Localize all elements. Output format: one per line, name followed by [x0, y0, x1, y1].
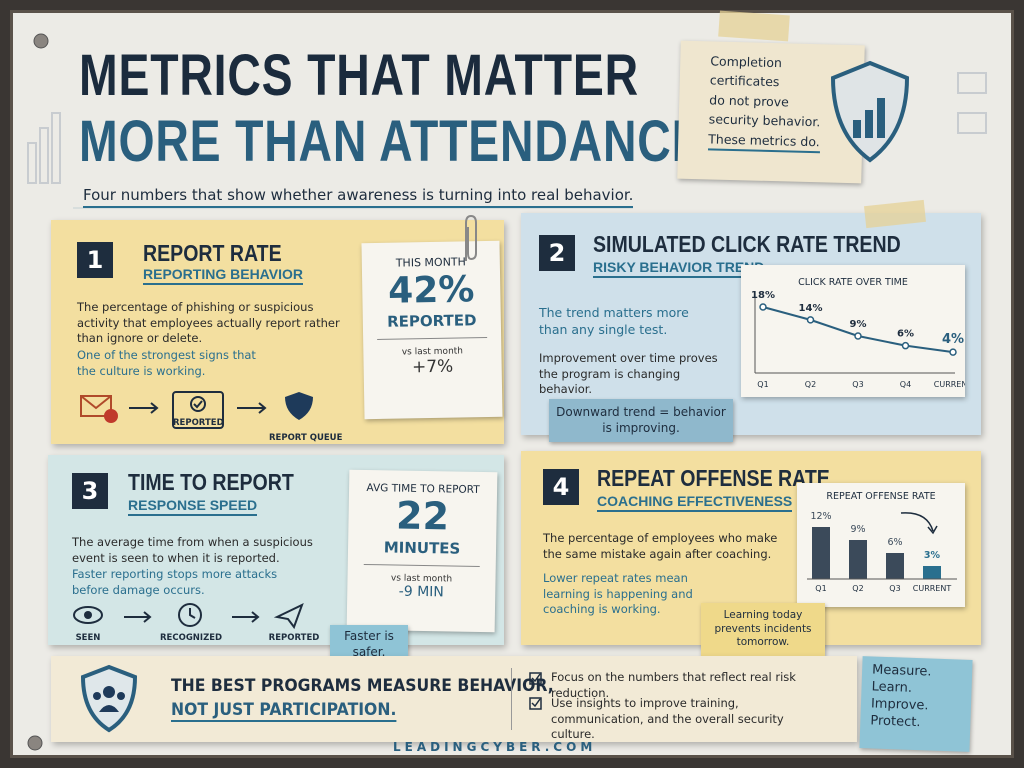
- sticky-note: Measure. Learn. Improve. Protect.: [859, 656, 973, 752]
- bullet: Use insights to improve training, commun…: [551, 696, 784, 742]
- point: [854, 332, 862, 340]
- card-title: REPORT RATE: [143, 240, 282, 266]
- sticky-note: Learning today prevents incidents tomorr…: [701, 603, 825, 656]
- bar: [849, 540, 867, 579]
- stat-change: -9 MIN: [398, 583, 444, 601]
- value-label: 18%: [751, 290, 775, 301]
- card-body: The average time from when a suspicious …: [72, 535, 313, 565]
- value-label: 9%: [850, 319, 867, 330]
- card-subtitle: RESPONSE SPEED: [128, 497, 258, 516]
- stat-panel: THIS MONTH 42% REPORTED vs last month +7…: [361, 240, 503, 420]
- bar: [923, 566, 941, 579]
- x-label: Q2: [805, 380, 816, 389]
- tape: [718, 10, 790, 42]
- value-label: 4%: [942, 332, 964, 347]
- card-number: 2: [539, 235, 575, 271]
- banner-line1: THE BEST PROGRAMS MEASURE BEHAVIOR,: [171, 676, 554, 696]
- card-highlight: Improvement over time proves the program…: [539, 351, 718, 397]
- bullet: Focus on the numbers that reflect real r…: [551, 670, 796, 700]
- board: METRICS THAT MATTER MORE THAN ATTENDANCE…: [10, 10, 1014, 758]
- card-body: The percentage of phishing or suspicious…: [77, 300, 340, 346]
- bar: [886, 553, 904, 579]
- title-line1: METRICS THAT MATTER: [79, 43, 639, 108]
- value-label: 6%: [897, 329, 914, 340]
- card-highlight: Faster reporting stops more attacks befo…: [72, 567, 278, 597]
- value-label: 12%: [810, 511, 831, 522]
- divider: [511, 668, 512, 730]
- subtitle: Four numbers that show whether awareness…: [83, 186, 634, 208]
- decorations: [27, 33, 987, 751]
- flow-label: REPORTED: [173, 418, 224, 428]
- title-line2: MORE THAN ATTENDANCE: [79, 109, 704, 174]
- footer-banner: THE BEST PROGRAMS MEASURE BEHAVIOR, NOT …: [51, 656, 857, 742]
- flow-icons: [73, 603, 304, 630]
- shield-icon: [830, 60, 910, 163]
- flow-label: SEEN: [75, 633, 101, 643]
- flow-icons: [80, 391, 313, 429]
- x-label: Q3: [852, 380, 863, 389]
- x-label: Q3: [889, 584, 900, 593]
- stat-value: 42%: [387, 269, 475, 312]
- point: [759, 303, 767, 311]
- value-label: 14%: [799, 303, 823, 314]
- team-shield: [80, 664, 138, 733]
- bar-chart: REPEAT OFFENSE RATE 12% Q1 9% Q2 6% Q3 3% CURREN…: [807, 491, 957, 593]
- x-label: Q1: [757, 380, 768, 389]
- x-label: CURRENT: [934, 380, 965, 389]
- card-1: 1 REPORT RATE REPORTING BEHAVIOR The per…: [51, 220, 504, 444]
- chart-title: REPEAT OFFENSE RATE: [826, 491, 935, 502]
- point: [901, 341, 910, 350]
- stat-value: 22: [395, 493, 450, 539]
- card-2: 2 SIMULATED CLICK RATE TREND RISKY BEHAV…: [521, 213, 981, 443]
- stat-panel: AVG TIME TO REPORT 22 MINUTES vs last mo…: [346, 469, 498, 633]
- x-label: CURRENT: [913, 584, 952, 593]
- x-label: Q1: [815, 584, 826, 593]
- card-3: 3 TIME TO REPORT RESPONSE SPEED The aver…: [48, 455, 504, 665]
- card-subtitle: RISKY BEHAVIOR TREND: [593, 259, 765, 278]
- point: [949, 348, 957, 356]
- card-4: 4 REPEAT OFFENSE RATE COACHING EFFECTIVE…: [521, 451, 981, 656]
- card-title: SIMULATED CLICK RATE TREND: [593, 231, 901, 257]
- flow-label: RECOGNIZED: [160, 633, 223, 643]
- chart-panel: CLICK RATE OVER TIME 18% Q1 14% Q2 9% Q3 6% Q4 4%…: [741, 265, 972, 397]
- card-highlight: One of the strongest signs that the cult…: [77, 348, 256, 378]
- paperclip: [465, 214, 477, 261]
- bar: [812, 527, 830, 579]
- checkboxes: [529, 672, 542, 710]
- flow-label: REPORT QUEUE: [269, 433, 343, 443]
- card-number: 1: [77, 242, 113, 278]
- card-subtitle: COACHING EFFECTIVENESS: [597, 493, 793, 512]
- card-body: The percentage of employees who make the…: [543, 531, 778, 561]
- stat-change: +7%: [411, 356, 454, 378]
- card-title: REPEAT OFFENSE RATE: [597, 465, 830, 491]
- value-label: 3%: [924, 550, 941, 561]
- x-label: Q4: [900, 380, 911, 389]
- card-subtitle: REPORTING BEHAVIOR: [143, 266, 303, 285]
- stat-unit: REPORTED: [376, 311, 488, 341]
- card-number: 3: [72, 473, 108, 509]
- flow-label: REPORTED: [268, 633, 320, 643]
- banner-line2: NOT JUST PARTICIPATION.: [171, 700, 397, 722]
- line-chart: CLICK RATE OVER TIME 18% Q1 14% Q2 9% Q3 6% Q4 4%…: [751, 277, 972, 389]
- down-arrow: [900, 512, 938, 535]
- value-label: 6%: [887, 537, 902, 548]
- x-label: Q2: [852, 584, 863, 593]
- card-highlight: Lower repeat rates mean learning is happ…: [543, 571, 693, 617]
- site: LEADINGCYBER.COM: [393, 740, 597, 754]
- point: [806, 316, 815, 324]
- card-number: 4: [543, 469, 579, 505]
- card-title: TIME TO REPORT: [128, 469, 294, 495]
- card-body: The trend matters more than any single t…: [539, 305, 689, 337]
- chart-title: CLICK RATE OVER TIME: [798, 277, 908, 288]
- sticky-note: Downward trend = behavior is improving.: [549, 399, 733, 443]
- stat-unit: MINUTES: [363, 537, 481, 567]
- chart-panel: REPEAT OFFENSE RATE 12% Q1 9% Q2 6% Q3 3% CURREN…: [797, 483, 965, 607]
- value-label: 9%: [850, 524, 865, 535]
- note-line: These metrics do.: [707, 128, 820, 154]
